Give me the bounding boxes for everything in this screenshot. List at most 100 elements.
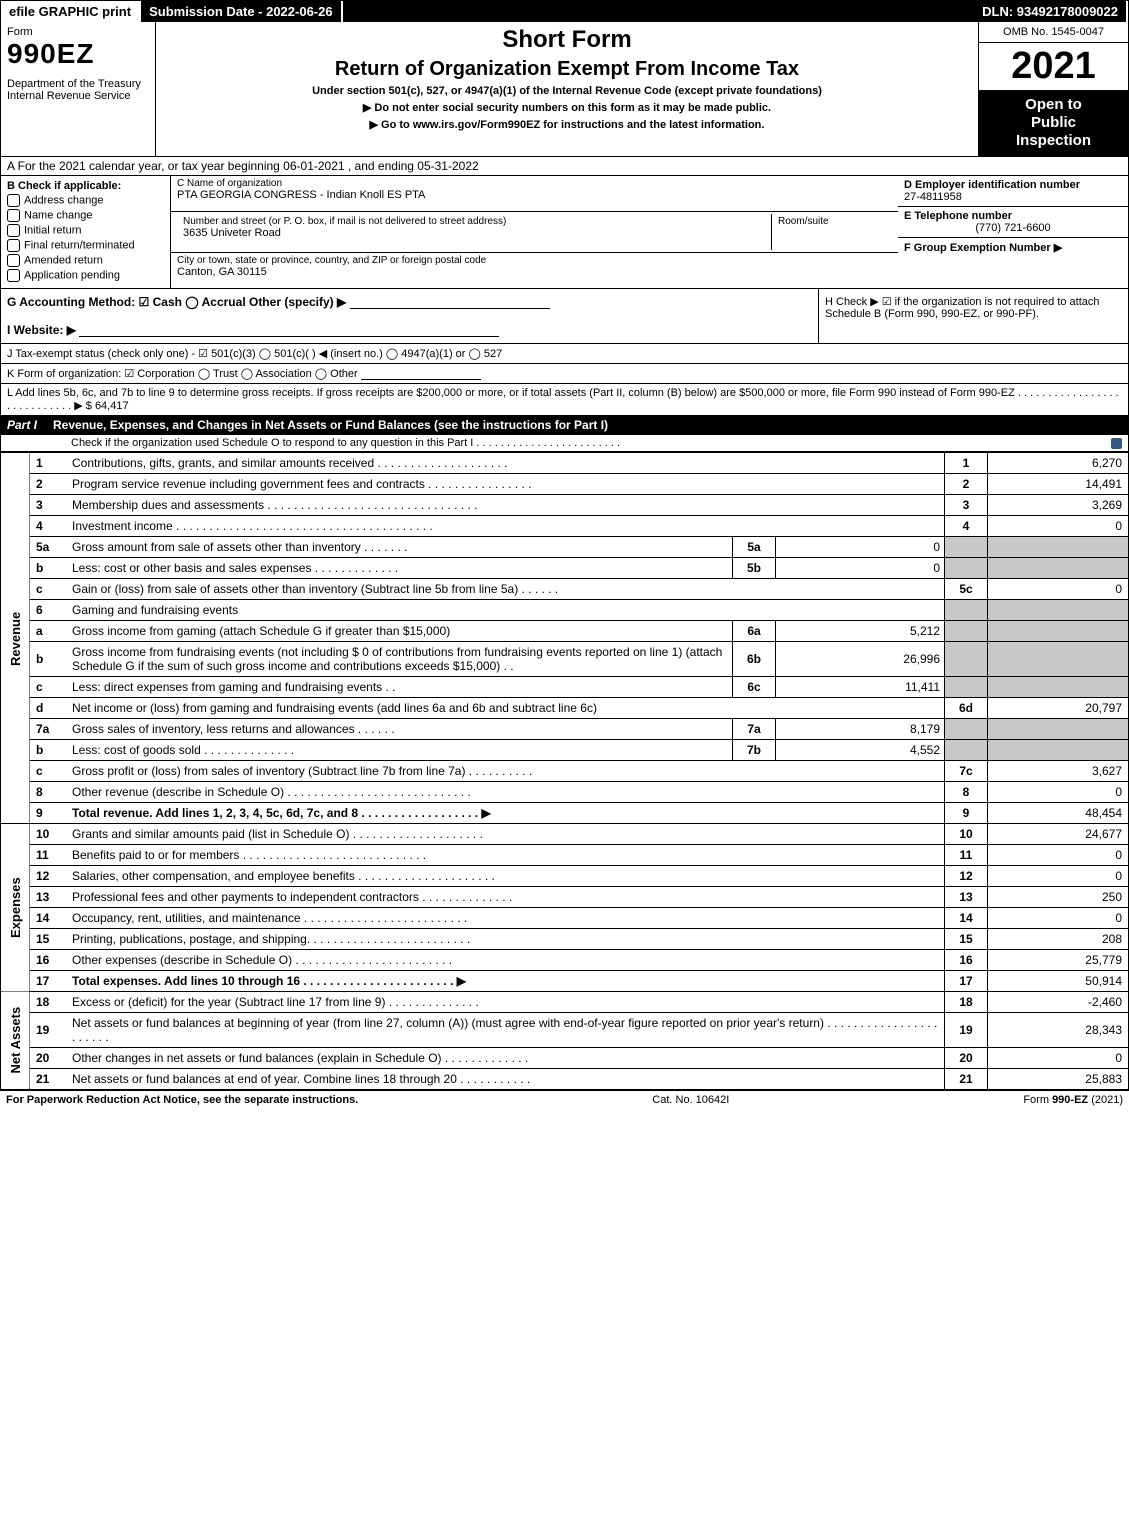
row-10: Expenses 10 Grants and similar amounts p… (1, 824, 1128, 845)
row-7a: 7a Gross sales of inventory, less return… (1, 719, 1128, 740)
checkbox-icon (7, 194, 20, 207)
org-name-row: C Name of organization PTA GEORGIA CONGR… (171, 176, 898, 212)
cb-name-change[interactable]: Name change (7, 209, 164, 222)
section-ghi: G Accounting Method: ☑ Cash ◯ Accrual Ot… (1, 288, 1128, 343)
val-5a: 0 (776, 537, 945, 558)
val-6c: 11,411 (776, 677, 945, 698)
val-11: 0 (988, 845, 1129, 866)
val-7b: 4,552 (776, 740, 945, 761)
part1-header: Part I Revenue, Expenses, and Changes in… (1, 415, 1128, 435)
val-17: 50,914 (988, 971, 1129, 992)
val-7c: 3,627 (988, 761, 1129, 782)
row-8: 8 Other revenue (describe in Schedule O)… (1, 782, 1128, 803)
box-e: E Telephone number (770) 721-6600 (898, 207, 1128, 238)
row-19: 19 Net assets or fund balances at beginn… (1, 1013, 1128, 1048)
street-address: 3635 Univeter Road (183, 227, 281, 239)
val-1: 6,270 (988, 453, 1129, 474)
ein: 27-4811958 (904, 191, 1122, 203)
header-mid: Short Form Return of Organization Exempt… (156, 22, 978, 156)
cb-final-return[interactable]: Final return/terminated (7, 239, 164, 252)
row-6d: d Net income or (loss) from gaming and f… (1, 698, 1128, 719)
box-h: H Check ▶ ☑ if the organization is not r… (818, 289, 1128, 343)
val-5c: 0 (988, 579, 1129, 600)
other-specify-blank[interactable] (350, 308, 550, 309)
val-21: 25,883 (988, 1069, 1129, 1090)
section-l: L Add lines 5b, 6c, and 7b to line 9 to … (1, 383, 1128, 415)
cb-address-change[interactable]: Address change (7, 194, 164, 207)
checkbox-icon (7, 239, 20, 252)
val-12: 0 (988, 866, 1129, 887)
row-13: 13 Professional fees and other payments … (1, 887, 1128, 908)
footer-left: For Paperwork Reduction Act Notice, see … (6, 1094, 358, 1106)
submission-date: Submission Date - 2022-06-26 (141, 1, 343, 22)
department: Department of the Treasury Internal Reve… (7, 78, 149, 102)
omb-number: OMB No. 1545-0047 (979, 22, 1128, 43)
d-label: D Employer identification number (904, 179, 1122, 191)
org-name: PTA GEORGIA CONGRESS - Indian Knoll ES P… (177, 189, 425, 201)
row-1: Revenue 1 Contributions, gifts, grants, … (1, 453, 1128, 474)
schedule-o-checkbox-icon (1111, 438, 1122, 449)
part1-label: Part I (7, 418, 45, 432)
row-2: 2 Program service revenue including gove… (1, 474, 1128, 495)
form-label: Form (7, 26, 149, 38)
row-6a: a Gross income from gaming (attach Sched… (1, 621, 1128, 642)
row-5c: c Gain or (loss) from sale of assets oth… (1, 579, 1128, 600)
f-label: F Group Exemption Number ▶ (904, 242, 1062, 254)
cb-initial-return[interactable]: Initial return (7, 224, 164, 237)
row-7b: b Less: cost of goods sold . . . . . . .… (1, 740, 1128, 761)
val-6d: 20,797 (988, 698, 1129, 719)
k-other-blank[interactable] (361, 379, 481, 380)
header-left: Form 990EZ Department of the Treasury In… (1, 22, 156, 156)
cb-application-pending[interactable]: Application pending (7, 269, 164, 282)
section-a: A For the 2021 calendar year, or tax yea… (1, 157, 1128, 176)
val-10: 24,677 (988, 824, 1129, 845)
val-18: -2,460 (988, 992, 1129, 1013)
top-bar: efile GRAPHIC print Submission Date - 20… (1, 1, 1128, 22)
cb-amended-return[interactable]: Amended return (7, 254, 164, 267)
tax-year: 2021 (979, 43, 1128, 90)
c-name-label: C Name of organization (177, 178, 892, 189)
val-2: 14,491 (988, 474, 1129, 495)
row-9: 9 Total revenue. Add lines 1, 2, 3, 4, 5… (1, 803, 1128, 824)
efile-print[interactable]: efile GRAPHIC print (1, 1, 141, 22)
ssn-warning: ▶ Do not enter social security numbers o… (162, 101, 972, 114)
row-21: 21 Net assets or fund balances at end of… (1, 1069, 1128, 1090)
val-14: 0 (988, 908, 1129, 929)
row-6b: b Gross income from fundraising events (… (1, 642, 1128, 677)
row-6: 6 Gaming and fundraising events (1, 600, 1128, 621)
revenue-table: Revenue 1 Contributions, gifts, grants, … (1, 452, 1128, 1089)
form-container: efile GRAPHIC print Submission Date - 20… (0, 0, 1129, 1090)
city-row: City or town, state or province, country… (171, 253, 898, 288)
row-4: 4 Investment income . . . . . . . . . . … (1, 516, 1128, 537)
row-7c: c Gross profit or (loss) from sales of i… (1, 761, 1128, 782)
box-d: D Employer identification number 27-4811… (898, 176, 1128, 207)
row-14: 14 Occupancy, rent, utilities, and maint… (1, 908, 1128, 929)
website-blank[interactable] (79, 336, 499, 337)
val-4: 0 (988, 516, 1129, 537)
val-15: 208 (988, 929, 1129, 950)
city-state-zip: Canton, GA 30115 (177, 266, 267, 278)
header-right: OMB No. 1545-0047 2021 Open to Public In… (978, 22, 1128, 156)
goto-link[interactable]: ▶ Go to www.irs.gov/Form990EZ for instru… (162, 118, 972, 131)
part1-sub: Check if the organization used Schedule … (1, 435, 1128, 452)
box-f: F Group Exemption Number ▶ (898, 238, 1128, 257)
open-to-public: Open to Public Inspection (979, 90, 1128, 156)
g-accounting: G Accounting Method: ☑ Cash ◯ Accrual Ot… (7, 295, 812, 309)
val-3: 3,269 (988, 495, 1129, 516)
b-label: B Check if applicable: (7, 180, 164, 192)
val-20: 0 (988, 1048, 1129, 1069)
val-6b: 26,996 (776, 642, 945, 677)
code-subtitle: Under section 501(c), 527, or 4947(a)(1)… (162, 85, 972, 97)
form-header: Form 990EZ Department of the Treasury In… (1, 22, 1128, 157)
street-row: Number and street (or P. O. box, if mail… (171, 212, 898, 252)
box-gi: G Accounting Method: ☑ Cash ◯ Accrual Ot… (1, 289, 818, 343)
phone: (770) 721-6600 (904, 222, 1122, 234)
page-footer: For Paperwork Reduction Act Notice, see … (0, 1090, 1129, 1109)
val-16: 25,779 (988, 950, 1129, 971)
section-bcdef: B Check if applicable: Address change Na… (1, 176, 1128, 288)
checkbox-icon (7, 254, 20, 267)
revenue-side-label: Revenue (1, 453, 30, 824)
checkbox-icon (7, 224, 20, 237)
row-20: 20 Other changes in net assets or fund b… (1, 1048, 1128, 1069)
netassets-side-label: Net Assets (1, 992, 30, 1090)
